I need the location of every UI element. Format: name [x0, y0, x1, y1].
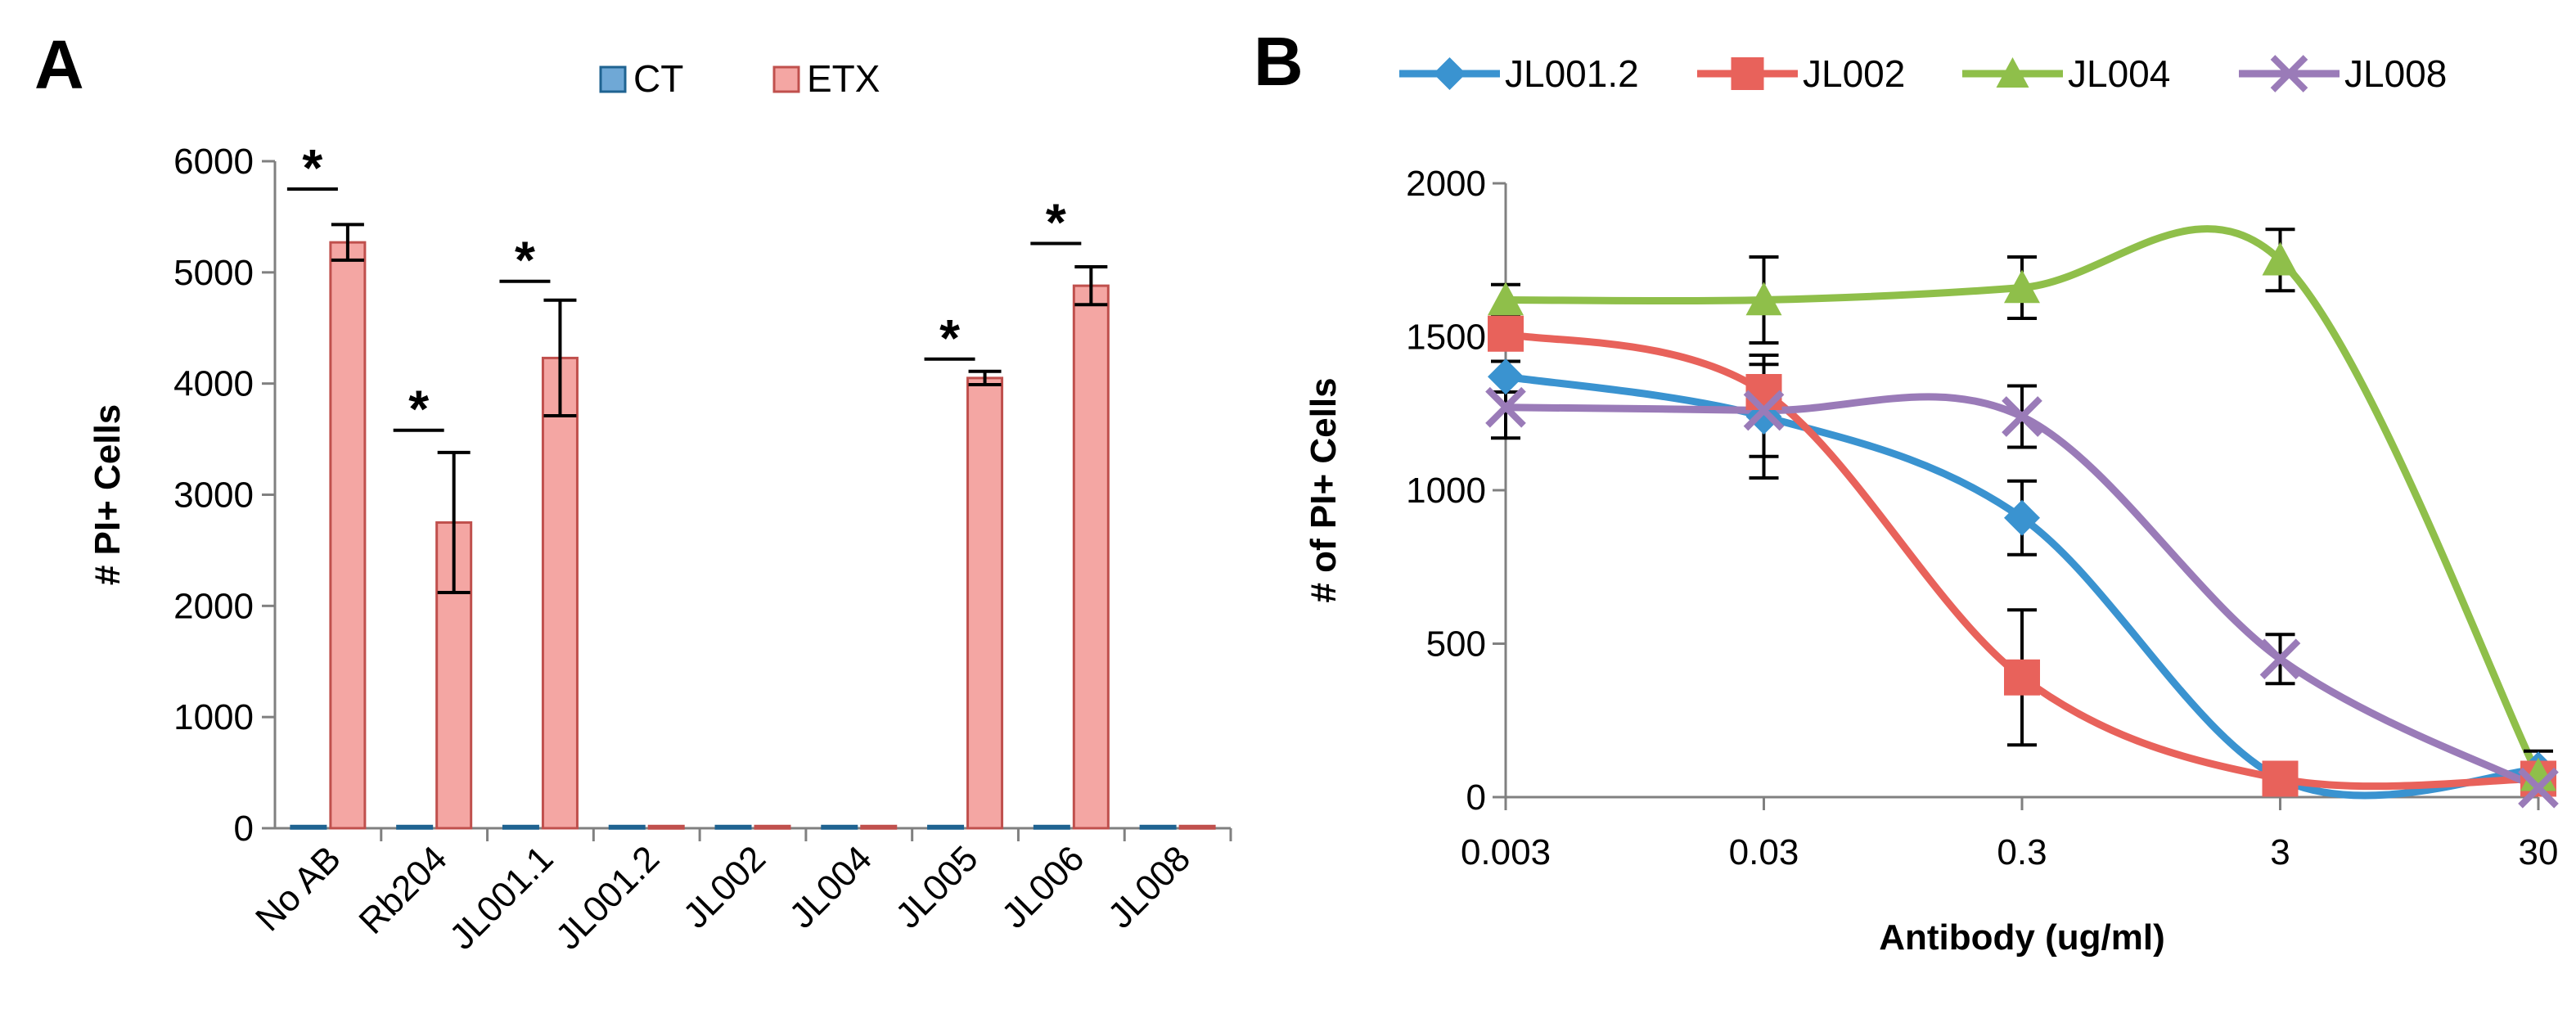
line-jl001-2	[1505, 372, 2539, 800]
point-jl004-3	[2262, 241, 2299, 276]
bar-ct-jl008	[1139, 824, 1177, 830]
line-jl008	[1505, 393, 2541, 791]
panel-b-x-axis-title: Antibody (ug/ml)	[1879, 917, 2165, 958]
point-jl004-1	[1745, 282, 1782, 316]
panel-a-y-tick-label: 4000	[173, 364, 254, 404]
bar-ct-jl002	[714, 824, 752, 830]
panel-a-category-label-jl001-2: JL001.2	[548, 838, 667, 957]
legend-label-jl008: JL008	[2344, 52, 2447, 95]
point-jl008-3	[2259, 638, 2301, 680]
legend-label-ct: CT	[633, 57, 683, 100]
panel-b-x-tick-label: 0.03	[1729, 832, 1799, 872]
bar-etx-jl001-1	[541, 356, 579, 830]
legend-marker-jl001-2	[1433, 57, 1466, 90]
bar-ct-rb204	[396, 824, 434, 830]
point-jl008-2	[2002, 396, 2042, 437]
significance-star-no-ab: *	[302, 138, 322, 197]
bar-etx-jl008	[1178, 824, 1216, 830]
legend-label-etx: ETX	[807, 57, 880, 100]
legend-swatch-etx	[772, 65, 800, 93]
panel-b-y-tick-label: 1500	[1406, 318, 1486, 358]
panel-b-y-tick-label: 0	[1466, 777, 1486, 818]
bar-ct-jl006	[1033, 824, 1070, 830]
panel-a-y-tick-label: 3000	[173, 475, 254, 516]
panel-a-y-tick-label: 6000	[173, 142, 254, 182]
bar-ct-jl005	[927, 824, 965, 830]
legend-marker-jl008	[2270, 55, 2308, 92]
legend-label-jl002: JL002	[1803, 52, 1905, 95]
bar-etx-jl004	[860, 824, 898, 830]
bar-ct-jl001-2	[608, 824, 646, 830]
point-jl004-0	[1488, 282, 1524, 316]
panel-b-marks	[1485, 225, 2559, 809]
significance-star-rb204: *	[408, 380, 429, 439]
panel-b-y-tick-label: 1000	[1406, 471, 1486, 511]
panel-a-marks: * * * * *	[286, 138, 1216, 830]
panel-a-bar-chart: CT ETX 0 1000 2000 3000 4000 5000 6000 No AB Rb20…	[88, 57, 1232, 958]
panel-a-label: A	[34, 26, 84, 103]
panel-a-category-label-jl006: JL006	[994, 838, 1092, 935]
legend-marker-jl004	[1996, 57, 2029, 88]
panel-b-line-chart: JL001.2 JL002 JL004 JL008 05001000150020000…	[1304, 52, 2559, 958]
panel-b-legend: JL001.2 JL002 JL004 JL008	[1399, 52, 2447, 95]
panel-b-y-axis-title: # of PI+ Cells	[1304, 377, 1344, 602]
panel-a-y-tick-label: 0	[234, 809, 254, 849]
panel-b-x-tick-label: 3	[2270, 832, 2290, 872]
bar-etx-jl002	[754, 824, 791, 830]
panel-a-category-label-no-ab: No AB	[248, 838, 349, 939]
panel-b-axes: 0 500 1000 1500 2000 0.003 0.03 0.3 3 30	[1406, 164, 2558, 872]
panel-a-y-tick-label: 2000	[173, 586, 254, 626]
line-jl004	[1505, 225, 2542, 777]
legend-label-jl004: JL004	[2068, 52, 2170, 95]
bar-ct-jl004	[821, 824, 858, 830]
bar-ct-no-ab	[290, 824, 327, 830]
bar-etx-no-ab	[329, 241, 367, 830]
point-jl001-2-2	[2004, 499, 2040, 536]
panel-a-y-tick-label: 5000	[173, 253, 254, 293]
panel-a-category-label-jl001-1: JL001.1	[442, 838, 561, 957]
panel-b-y-tick-label: 2000	[1406, 164, 1486, 204]
panel-a-category-label-jl004: JL004	[781, 838, 879, 935]
point-jl004-2	[2004, 269, 2040, 304]
bar-etx-jl001-2	[647, 824, 685, 830]
panel-a-y-axis-title: # PI+ Cells	[88, 404, 128, 585]
bar-etx-jl006	[1072, 284, 1110, 830]
point-jl008-4	[2518, 767, 2559, 809]
legend-swatch-ct	[599, 65, 627, 93]
legend-label-jl001-2: JL001.2	[1505, 52, 1639, 95]
panel-a-category-label-jl005: JL005	[888, 838, 985, 935]
significance-star-jl005: *	[939, 309, 960, 367]
point-jl002-1	[1745, 374, 1782, 410]
significance-star-jl001-1: *	[515, 231, 535, 290]
panel-a-category-label-rb204: Rb204	[351, 838, 454, 941]
point-jl008-1	[1743, 390, 1785, 431]
panel-a-legend: CT ETX	[599, 57, 880, 100]
panel-b-label: B	[1254, 23, 1304, 100]
point-jl002-0	[1488, 315, 1524, 352]
significance-star-jl006: *	[1046, 193, 1066, 252]
panel-b-x-tick-label: 0.003	[1461, 832, 1551, 872]
point-jl002-2	[2004, 659, 2040, 696]
panel-b-x-tick-label: 0.3	[1997, 832, 2047, 872]
bar-ct-jl001-1	[502, 824, 539, 830]
point-jl008-0	[1485, 386, 1526, 428]
legend-marker-jl002	[1731, 57, 1764, 90]
panel-b-x-tick-label: 30	[2519, 832, 2559, 872]
panel-a-y-tick-label: 1000	[173, 697, 254, 737]
point-jl001-2-0	[1488, 358, 1524, 395]
panel-a-category-label-jl008: JL008	[1101, 838, 1198, 935]
panel-a-category-label-jl002: JL002	[676, 838, 773, 935]
panel-b-y-tick-label: 500	[1426, 624, 1486, 665]
point-jl002-3	[2262, 760, 2299, 797]
bar-etx-jl005	[966, 376, 1004, 830]
